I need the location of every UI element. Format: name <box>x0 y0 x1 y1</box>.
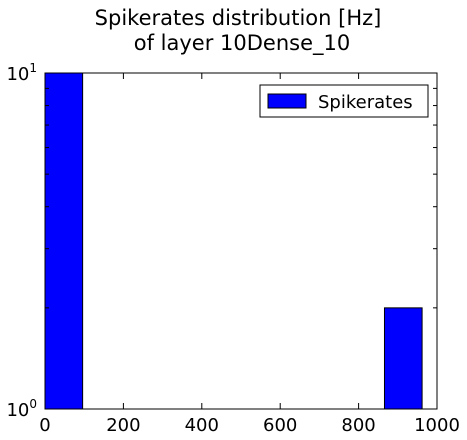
y-tick-label-0: 100 <box>6 397 37 421</box>
y-tick-label-1: 101 <box>6 61 37 85</box>
legend-label-spikerates: Spikerates <box>318 92 413 113</box>
x-tick-label-3: 600 <box>263 415 297 436</box>
chart-title-line-2: of layer 10Dense_10 <box>134 31 350 56</box>
x-tick-label-2: 400 <box>185 415 219 436</box>
plot-area-frame <box>44 72 438 410</box>
x-tick-label-1: 200 <box>106 415 140 436</box>
ticks-group <box>44 72 438 410</box>
histogram-bar-1 <box>383 307 423 410</box>
x-tick-label-0: 0 <box>39 415 50 436</box>
x-tick-labels: 0 200 400 600 800 1000 <box>39 415 460 436</box>
x-tick-label-4: 800 <box>341 415 375 436</box>
chart-title-line-1: Spikerates distribution [Hz] <box>95 6 382 30</box>
legend-swatch-spikerates <box>267 93 307 109</box>
y-tick-labels: 100 101 <box>6 61 37 421</box>
x-tick-label-5: 1000 <box>414 415 460 436</box>
histogram-bar-0 <box>44 72 84 410</box>
bars-group <box>44 72 423 410</box>
legend: Spikerates <box>259 84 429 118</box>
